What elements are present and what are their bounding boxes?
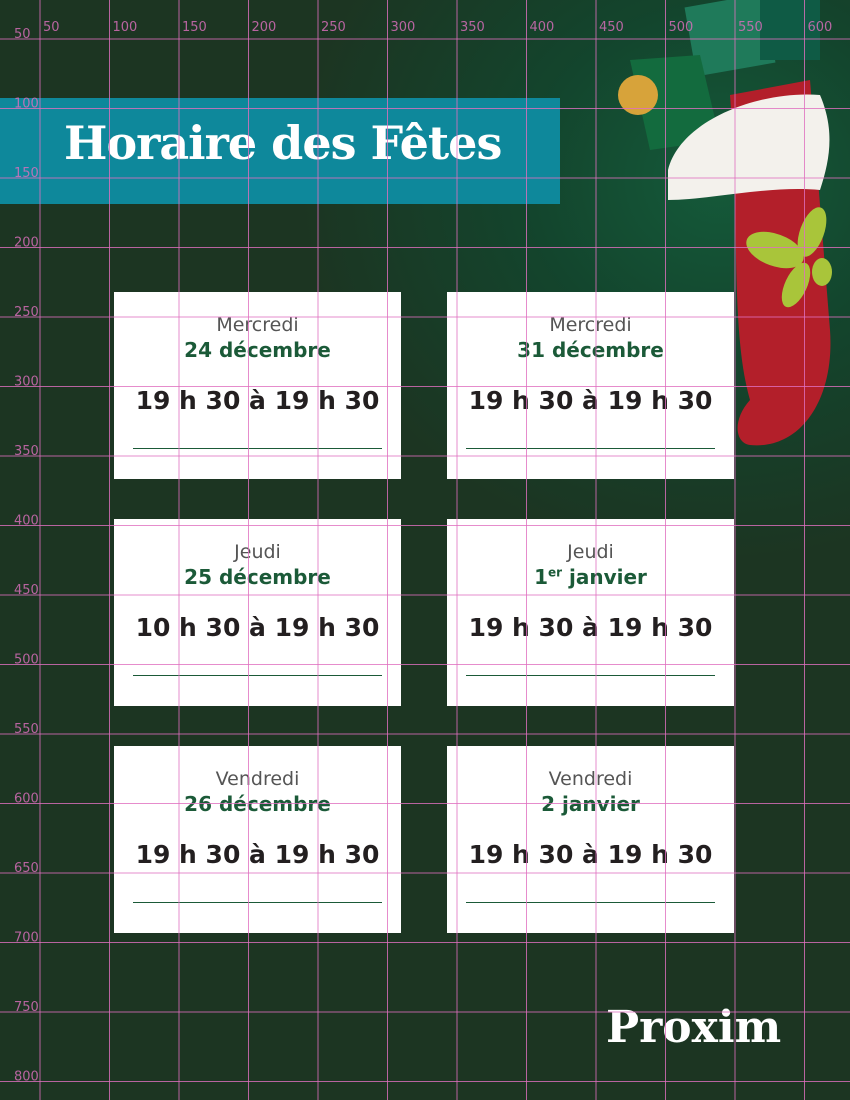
grid-label-y: 500 xyxy=(14,653,39,668)
grid-label-y: 800 xyxy=(14,1070,39,1085)
title-band xyxy=(0,98,560,204)
grid-label-x: 400 xyxy=(530,20,555,35)
grid-label-y: 300 xyxy=(14,375,39,390)
card-date: 26 décembre xyxy=(184,792,331,816)
schedule-card: Jeudi 1er janvier 19 h 30 à 19 h 30 xyxy=(447,519,734,706)
grid-label-x: 200 xyxy=(252,20,277,35)
grid-label-x: 250 xyxy=(321,20,346,35)
grid-label-x: 350 xyxy=(460,20,485,35)
card-day: Mercredi xyxy=(549,314,632,336)
gift-box-icon xyxy=(684,0,776,77)
date-number: 1 xyxy=(534,565,548,589)
grid-label-x: 300 xyxy=(391,20,416,35)
grid-label-x: 150 xyxy=(182,20,207,35)
grid-label-y: 250 xyxy=(14,305,39,320)
grid-label-y: 700 xyxy=(14,931,39,946)
page-title: Horaire des Fêtes xyxy=(64,116,502,170)
schedule-card: Vendredi 2 janvier 19 h 30 à 19 h 30 xyxy=(447,746,734,933)
gold-bow-icon xyxy=(618,75,658,115)
divider xyxy=(133,902,382,903)
grid-label-y: 650 xyxy=(14,861,39,876)
divider xyxy=(133,448,382,449)
divider xyxy=(133,675,382,676)
card-date: 1er janvier xyxy=(447,565,734,589)
card-day: Jeudi xyxy=(567,541,614,563)
grid-label-x: 100 xyxy=(113,20,138,35)
card-hours: 19 h 30 à 19 h 30 xyxy=(135,386,380,415)
schedule-card: Vendredi 26 décembre 19 h 30 à 19 h 30 xyxy=(114,746,401,933)
card-date: 31 décembre xyxy=(517,338,664,362)
date-ordinal: er xyxy=(547,565,563,580)
grid-label-y: 350 xyxy=(14,444,39,459)
card-hours: 19 h 30 à 19 h 30 xyxy=(468,386,713,415)
divider xyxy=(466,675,715,676)
card-day: Vendredi xyxy=(215,768,300,790)
grid-label-y: 550 xyxy=(14,722,39,737)
grid-label-y: 200 xyxy=(14,236,39,251)
divider xyxy=(466,448,715,449)
proxim-logo: Proxim xyxy=(606,1002,781,1053)
card-date: 2 janvier xyxy=(541,792,640,816)
card-date: 24 décembre xyxy=(184,338,331,362)
grid-label-x: 50 xyxy=(43,20,60,35)
schedule-card: Jeudi 25 décembre 10 h 30 à 19 h 30 xyxy=(114,519,401,706)
card-hours: 19 h 30 à 19 h 30 xyxy=(468,840,713,869)
card-day: Vendredi xyxy=(548,768,633,790)
schedule-card: Mercredi 24 décembre 19 h 30 à 19 h 30 xyxy=(114,292,401,479)
grid-label-y: 50 xyxy=(14,27,31,42)
card-day: Jeudi xyxy=(234,541,281,563)
card-day: Mercredi xyxy=(216,314,299,336)
grid-label-y: 600 xyxy=(14,792,39,807)
schedule-card: Mercredi 31 décembre 19 h 30 à 19 h 30 xyxy=(447,292,734,479)
grid-label-y: 750 xyxy=(14,1000,39,1015)
logo-text: Proxim xyxy=(606,1002,782,1053)
card-hours: 19 h 30 à 19 h 30 xyxy=(468,613,713,642)
card-hours: 19 h 30 à 19 h 30 xyxy=(135,840,380,869)
date-month: janvier xyxy=(562,565,647,589)
grid-label-y: 400 xyxy=(14,514,39,529)
grid-label-y: 450 xyxy=(14,583,39,598)
divider xyxy=(466,902,715,903)
card-hours: 10 h 30 à 19 h 30 xyxy=(135,613,380,642)
card-date: 25 décembre xyxy=(184,565,331,589)
